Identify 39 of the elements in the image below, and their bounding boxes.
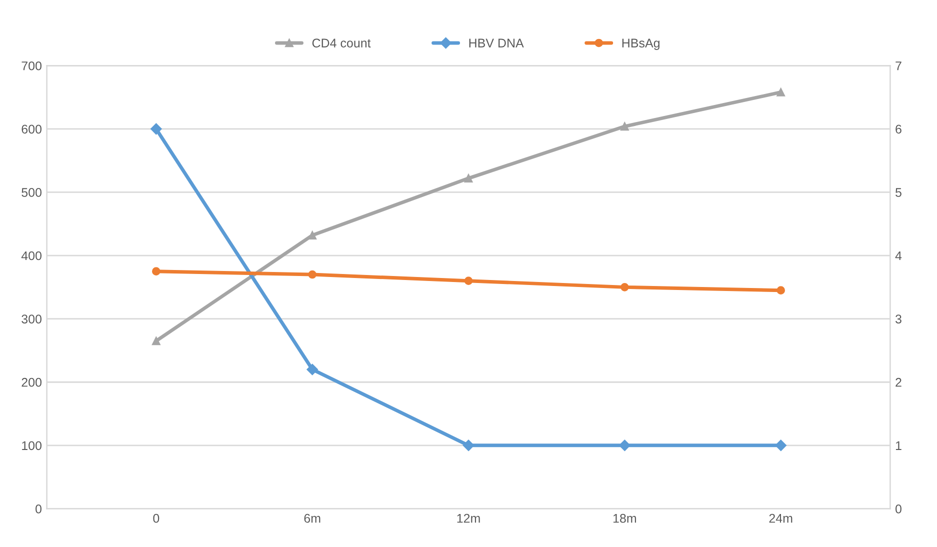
point <box>306 364 318 376</box>
point <box>620 122 629 131</box>
y-tick-label: 300 <box>22 314 42 324</box>
y-tick-label: 700 <box>22 61 42 70</box>
point <box>308 270 316 279</box>
y2-tick-label: 2 <box>896 378 902 387</box>
point <box>308 231 316 240</box>
point <box>775 440 786 452</box>
y-tick-label: 600 <box>22 124 42 134</box>
point <box>464 276 473 286</box>
y2-tick-label: 6 <box>896 124 902 134</box>
x-tick-label: 18m <box>613 514 636 523</box>
y2-tick-label: 3 <box>895 314 902 324</box>
x-tick-label: 24m <box>769 514 792 523</box>
point <box>152 336 160 346</box>
x-tick-label: 0 <box>153 514 160 523</box>
y2-tick-label: 5 <box>896 188 902 197</box>
x-tick-label: 12m <box>457 514 480 523</box>
point <box>619 440 630 452</box>
y-tick-label: 400 <box>21 251 42 260</box>
legend-label: HBV DNA <box>469 38 524 48</box>
y-tick-label: 200 <box>22 378 42 387</box>
point <box>464 174 473 182</box>
y2-tick-label: 1 <box>896 441 902 450</box>
point <box>620 283 629 292</box>
legend-label: HBsAg <box>622 38 660 50</box>
point <box>776 88 785 96</box>
point <box>152 267 160 276</box>
point <box>462 440 474 452</box>
x-tick-label: 6m <box>304 514 320 523</box>
legend-label: CD4 count <box>312 38 371 48</box>
y2-tick-label: 4 <box>895 251 902 260</box>
point <box>776 286 785 295</box>
y-tick-label: 500 <box>22 188 42 197</box>
y2-tick-label: 7 <box>896 62 902 70</box>
point <box>150 123 162 135</box>
y-tick-label: 0 <box>36 504 42 514</box>
y-tick-label: 100 <box>22 441 42 450</box>
y2-tick-label: 0 <box>896 504 902 514</box>
